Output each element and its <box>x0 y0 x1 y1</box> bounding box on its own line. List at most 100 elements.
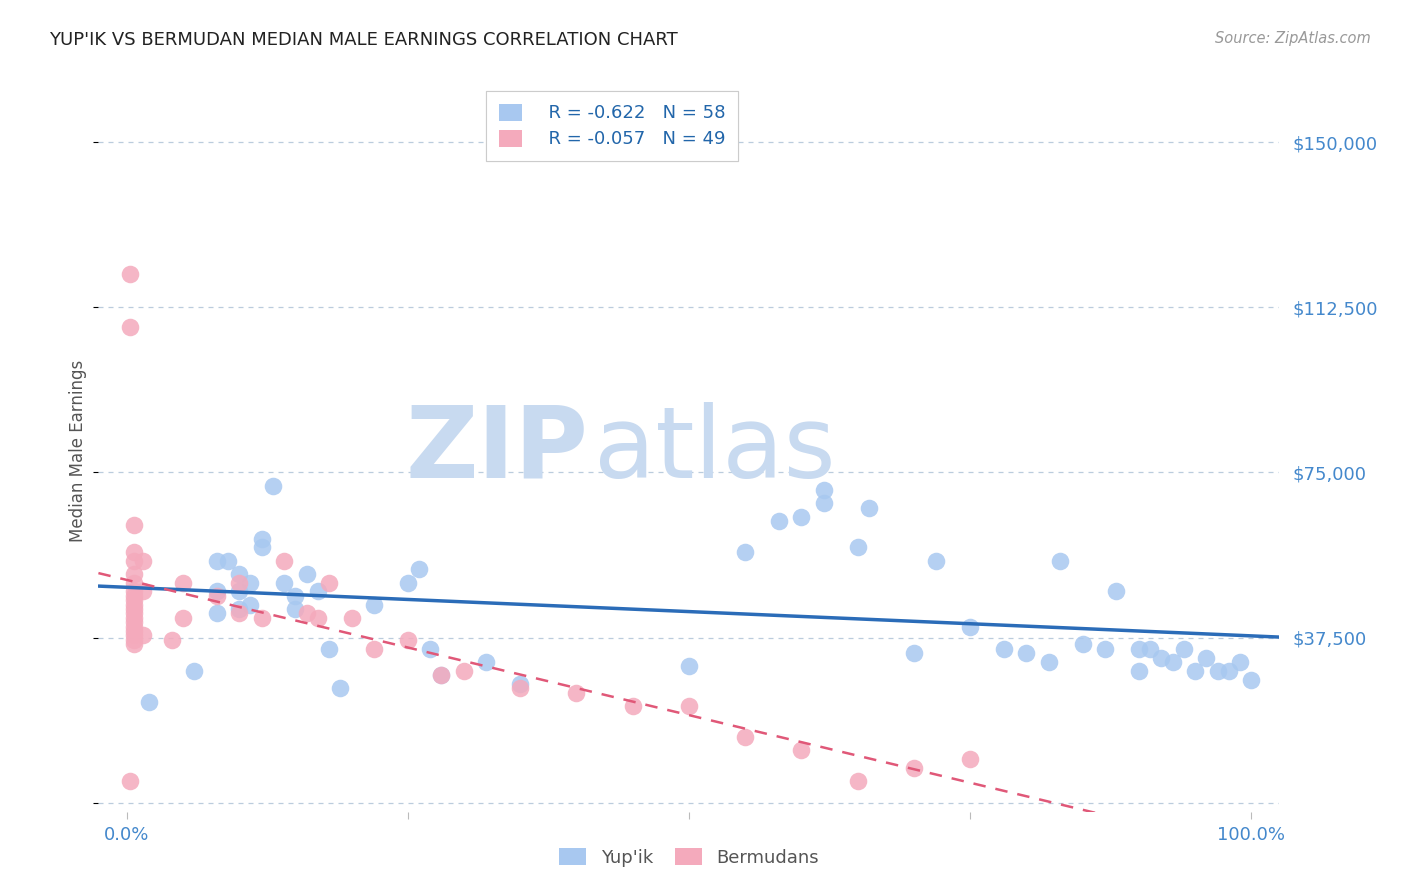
Legend:   R = -0.622   N = 58,   R = -0.057   N = 49: R = -0.622 N = 58, R = -0.057 N = 49 <box>486 91 738 161</box>
Point <box>124 615 146 630</box>
Point <box>172 575 194 590</box>
Point <box>846 541 869 555</box>
Point <box>993 641 1015 656</box>
Point <box>205 584 228 599</box>
Point <box>363 598 385 612</box>
Point <box>1094 641 1116 656</box>
Point <box>363 641 385 656</box>
Point <box>172 611 194 625</box>
Point <box>262 479 284 493</box>
Text: YUP'IK VS BERMUDAN MEDIAN MALE EARNINGS CORRELATION CHART: YUP'IK VS BERMUDAN MEDIAN MALE EARNINGS … <box>49 31 678 49</box>
Point <box>1150 650 1173 665</box>
Point <box>1184 664 1206 678</box>
Point <box>273 575 295 590</box>
Point <box>318 575 340 590</box>
Point <box>118 320 141 334</box>
Point <box>205 607 228 621</box>
Point <box>160 632 183 647</box>
Legend: Yup'ik, Bermudans: Yup'ik, Bermudans <box>553 841 825 874</box>
Point <box>273 553 295 567</box>
Point <box>124 602 146 616</box>
Point <box>250 532 273 546</box>
Point <box>228 602 250 616</box>
Text: Source: ZipAtlas.com: Source: ZipAtlas.com <box>1215 31 1371 46</box>
Point <box>124 632 146 647</box>
Point <box>124 593 146 607</box>
Y-axis label: Median Male Earnings: Median Male Earnings <box>69 359 87 541</box>
Point <box>118 773 141 788</box>
Point <box>1071 637 1094 651</box>
Point <box>790 509 813 524</box>
Point <box>228 566 250 581</box>
Point <box>396 632 419 647</box>
Point <box>509 677 531 691</box>
Point <box>250 611 273 625</box>
Point <box>124 584 146 599</box>
Point <box>678 698 700 713</box>
Point <box>1105 584 1128 599</box>
Point <box>132 584 155 599</box>
Point <box>1049 553 1071 567</box>
Text: ZIP: ZIP <box>406 402 589 499</box>
Point <box>329 681 352 696</box>
Point <box>678 659 700 673</box>
Text: atlas: atlas <box>595 402 837 499</box>
Point <box>205 589 228 603</box>
Point <box>340 611 363 625</box>
Point <box>124 620 146 634</box>
Point <box>621 698 644 713</box>
Point <box>1161 655 1184 669</box>
Point <box>453 664 475 678</box>
Point <box>284 602 307 616</box>
Point <box>284 589 307 603</box>
Point <box>124 566 146 581</box>
Point <box>228 607 250 621</box>
Point <box>1173 641 1195 656</box>
Point <box>1195 650 1218 665</box>
Point <box>307 584 329 599</box>
Point <box>925 553 948 567</box>
Point <box>1218 664 1240 678</box>
Point <box>124 598 146 612</box>
Point <box>217 553 239 567</box>
Point <box>138 695 160 709</box>
Point <box>903 761 925 775</box>
Point <box>124 628 146 642</box>
Point <box>509 681 531 696</box>
Point <box>846 773 869 788</box>
Point <box>1128 664 1150 678</box>
Point <box>1229 655 1251 669</box>
Point <box>430 668 453 682</box>
Point <box>734 730 756 744</box>
Point <box>250 541 273 555</box>
Point <box>430 668 453 682</box>
Point <box>1240 673 1263 687</box>
Point <box>565 686 588 700</box>
Point <box>295 566 318 581</box>
Point <box>228 584 250 599</box>
Point <box>307 611 329 625</box>
Point <box>419 641 441 656</box>
Point <box>858 500 880 515</box>
Point <box>228 575 250 590</box>
Point <box>1128 641 1150 656</box>
Point <box>118 267 141 281</box>
Point <box>959 620 981 634</box>
Point <box>132 628 155 642</box>
Point <box>408 562 430 576</box>
Point <box>295 607 318 621</box>
Point <box>124 575 146 590</box>
Point <box>239 598 262 612</box>
Point <box>124 637 146 651</box>
Point <box>813 496 835 510</box>
Point <box>813 483 835 497</box>
Point <box>768 514 790 528</box>
Point <box>475 655 498 669</box>
Point <box>124 624 146 639</box>
Point <box>124 611 146 625</box>
Point <box>734 545 756 559</box>
Point <box>318 641 340 656</box>
Point <box>396 575 419 590</box>
Point <box>183 664 205 678</box>
Point <box>1015 646 1038 660</box>
